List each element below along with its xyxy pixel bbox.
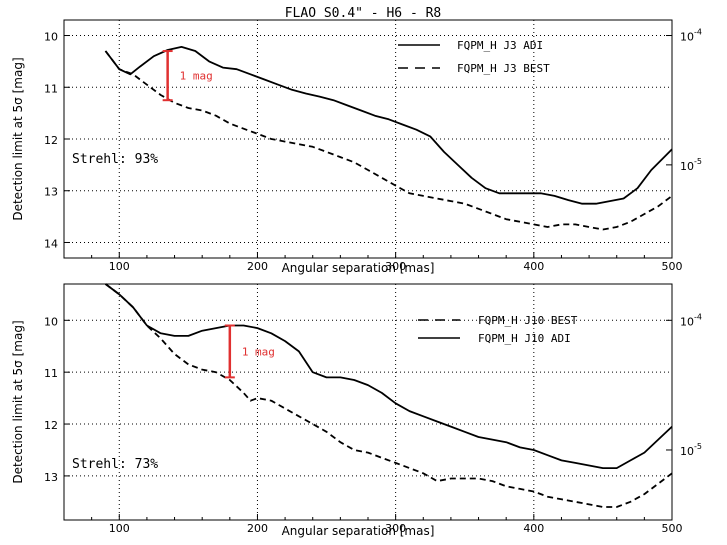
- annotation-label: 1 mag: [180, 70, 213, 83]
- x-tick-label: 100: [109, 522, 130, 535]
- x-tick-label: 500: [662, 260, 683, 273]
- y-tick-label: 12: [44, 419, 58, 432]
- right-tick-label: 10-5: [680, 157, 702, 173]
- series-line-best: [104, 50, 673, 231]
- right-tick-exponent: -4: [694, 312, 702, 321]
- strehl-label: Strehl: 73%: [72, 457, 158, 472]
- y-tick-label: 14: [44, 237, 58, 250]
- x-tick-label: 400: [523, 260, 544, 273]
- x-axis-label: Angular separation [mas]: [282, 524, 435, 538]
- figure-title: FLAO S0.4" - H6 - R8: [285, 6, 442, 21]
- x-tick-label: 400: [523, 522, 544, 535]
- panel-top: 100 200 300 400 500 10 11 12 13 14 10-4 10-5 Angular…: [11, 19, 702, 275]
- x-axis-label: Angular separation [mas]: [282, 261, 435, 275]
- y-tick-label: 12: [44, 134, 58, 147]
- right-tick-label: 10-4: [680, 312, 702, 328]
- series-line-adi: [104, 46, 673, 205]
- right-tick-exponent: -4: [694, 28, 702, 37]
- right-tick-exponent: -5: [694, 442, 702, 451]
- annotation-label: 1 mag: [242, 345, 275, 358]
- legend-label: FQPM_H J10 ADI: [478, 332, 571, 345]
- x-tick-label: 100: [109, 260, 130, 273]
- legend-label: FQPM_H J3 BEST: [457, 62, 550, 75]
- right-tick-exponent: -5: [694, 157, 702, 166]
- strehl-label: Strehl: 93%: [72, 152, 158, 167]
- x-tick-label: 200: [247, 522, 268, 535]
- y-axis-label: Detection limit at 5σ [mag]: [11, 320, 25, 483]
- series-line-adi: [104, 283, 673, 470]
- y-axis-label: Detection limit at 5σ [mag]: [11, 57, 25, 220]
- right-tick-label: 10-5: [680, 442, 702, 458]
- panel-bottom: 100 200 300 400 500 10 11 12 13 10-4 10-5 Angular s…: [11, 283, 702, 538]
- y-tick-label: 13: [44, 471, 58, 484]
- right-tick-label: 10-4: [680, 28, 702, 44]
- x-tick-label: 200: [247, 260, 268, 273]
- legend-label: FQPM_H J10 BEST: [478, 314, 578, 327]
- y-tick-label: 13: [44, 186, 58, 199]
- legend-label: FQPM_H J3 ADI: [457, 39, 543, 52]
- series-line-best: [104, 283, 673, 508]
- x-tick-label: 300: [385, 522, 406, 535]
- x-tick-label: 300: [385, 260, 406, 273]
- y-tick-label: 10: [44, 31, 58, 44]
- y-tick-label: 10: [44, 315, 58, 328]
- y-tick-label: 11: [44, 367, 58, 380]
- y-tick-label: 11: [44, 82, 58, 95]
- x-tick-label: 500: [662, 522, 683, 535]
- plot-frame: [63, 283, 673, 521]
